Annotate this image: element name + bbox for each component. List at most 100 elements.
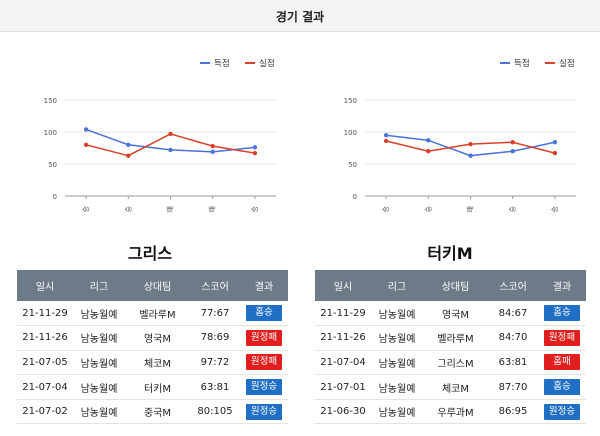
result-badge-loss: 원정패 bbox=[246, 329, 282, 346]
cell-league: 남농월예 bbox=[371, 399, 423, 425]
cell-league: 남농월예 bbox=[371, 374, 423, 400]
cell-date: 21-06-30 bbox=[315, 399, 371, 425]
cell-score: 78:69 bbox=[190, 325, 240, 351]
cell-opponent: 체코M bbox=[423, 374, 488, 400]
result-badge-loss: 홈패 bbox=[544, 354, 580, 371]
table-row: 21-07-01 남농월예 체코M 87:70 홈승 bbox=[315, 374, 586, 400]
x-tick-label: 승 bbox=[251, 205, 259, 212]
cell-opponent: 벨라루M bbox=[125, 301, 190, 327]
cell-score: 63:81 bbox=[488, 350, 538, 376]
y-tick-label: 150 bbox=[344, 97, 357, 105]
cell-date: 21-11-29 bbox=[17, 301, 73, 327]
cell-score: 77:67 bbox=[190, 301, 240, 327]
cell-date: 21-07-01 bbox=[315, 374, 371, 400]
data-point-scored bbox=[168, 147, 173, 153]
cell-date: 21-07-02 bbox=[17, 399, 73, 425]
cell-result: 홈승 bbox=[240, 301, 288, 327]
results-table-team-2: 일시 리그 상대팀 스코어 결과 21-11-29 남농월예 영국M 84:67 홈승 2… bbox=[315, 270, 586, 425]
data-point-conceded bbox=[83, 142, 89, 147]
column-header-score: 스코어 bbox=[488, 270, 538, 301]
cell-score: 97:72 bbox=[190, 350, 240, 376]
column-header-score: 스코어 bbox=[190, 270, 240, 301]
y-tick-label: 150 bbox=[44, 97, 57, 105]
column-header-result: 결과 bbox=[240, 270, 288, 301]
cell-result: 원정승 bbox=[240, 399, 288, 425]
result-badge-win: 홈승 bbox=[544, 379, 580, 396]
cell-result: 원정패 bbox=[240, 325, 288, 351]
cell-result: 홈승 bbox=[538, 301, 586, 327]
cell-opponent: 터키M bbox=[125, 374, 190, 400]
cell-opponent: 우루과M bbox=[423, 399, 488, 425]
line-chart-team-1: 0 50 100 150 승 승 패 패 승 득점 실점 bbox=[44, 58, 276, 212]
data-point-conceded bbox=[552, 150, 558, 156]
data-point-scored bbox=[510, 149, 515, 154]
y-tick-label: 50 bbox=[48, 161, 57, 169]
result-badge-win: 홈승 bbox=[544, 305, 580, 322]
result-badge-loss: 원정패 bbox=[246, 354, 282, 371]
table-row: 21-07-05 남농월예 체코M 97:72 원정패 bbox=[17, 350, 288, 376]
y-tick-label: 50 bbox=[348, 161, 357, 169]
results-table-team-1: 일시 리그 상대팀 스코어 결과 21-11-29 남농월예 벨라루M 77:67 홈승… bbox=[17, 270, 288, 425]
legend-label-conceded: 실점 bbox=[259, 58, 275, 69]
x-tick-label: 승 bbox=[124, 205, 132, 212]
y-tick-label: 0 bbox=[353, 193, 357, 201]
cell-result: 원정승 bbox=[240, 374, 288, 400]
result-badge-win: 원정승 bbox=[246, 379, 282, 396]
x-tick-label: 승 bbox=[382, 205, 390, 212]
cell-date: 21-11-29 bbox=[315, 301, 371, 327]
result-badge-loss: 원정패 bbox=[544, 329, 580, 346]
legend-label-scored: 득점 bbox=[214, 58, 230, 69]
table-row: 21-11-29 남농월예 영국M 84:67 홈승 bbox=[315, 301, 586, 327]
table-row: 21-11-29 남농월예 벨라루M 77:67 홈승 bbox=[17, 301, 288, 327]
x-tick-label: 승 bbox=[551, 205, 559, 212]
column-header-opponent: 상대팀 bbox=[125, 270, 190, 301]
cell-opponent: 벨라루M bbox=[423, 325, 488, 351]
cell-opponent: 영국M bbox=[423, 301, 488, 327]
series-line-conceded bbox=[85, 133, 256, 157]
cell-result: 홈패 bbox=[538, 350, 586, 376]
data-point-conceded bbox=[426, 149, 431, 154]
x-tick-label: 승 bbox=[82, 205, 90, 212]
cell-score: 86:95 bbox=[488, 399, 538, 425]
cell-result: 원정승 bbox=[538, 399, 586, 425]
cell-league: 남농월예 bbox=[73, 399, 125, 425]
cell-league: 남농월예 bbox=[73, 325, 125, 351]
data-point-scored bbox=[426, 138, 431, 143]
table-row: 21-11-26 남농월예 영국M 78:69 원정패 bbox=[17, 325, 288, 351]
cell-league: 남농월예 bbox=[73, 350, 125, 376]
cell-result: 홈승 bbox=[538, 374, 586, 400]
y-tick-label: 0 bbox=[53, 193, 57, 201]
data-point-conceded bbox=[126, 153, 131, 158]
table-row: 21-06-30 남농월예 우루과M 86:95 원정승 bbox=[315, 399, 586, 425]
team-name-2: 터키M bbox=[427, 244, 473, 263]
cell-league: 남농월예 bbox=[371, 301, 423, 327]
cell-league: 남농월예 bbox=[371, 350, 423, 376]
data-point-conceded bbox=[252, 150, 258, 156]
table-header-row: 일시 리그 상대팀 스코어 결과 bbox=[315, 270, 586, 301]
chart-team-2: 0 50 100 150 승 승 패 승 승 득점 실점 bbox=[300, 50, 600, 220]
table-row: 21-07-02 남농월예 중국M 80:105 원정승 bbox=[17, 399, 288, 425]
x-tick-label: 패 bbox=[466, 206, 475, 212]
x-tick-label: 패 bbox=[208, 206, 217, 212]
legend-label-conceded: 실점 bbox=[559, 58, 575, 69]
cell-league: 남농월예 bbox=[371, 325, 423, 351]
cell-date: 21-07-05 bbox=[17, 350, 73, 376]
chart-team-1: 0 50 100 150 승 승 패 패 승 득점 실점 bbox=[0, 50, 300, 220]
data-point-scored bbox=[83, 127, 89, 132]
cell-score: 84:67 bbox=[488, 301, 538, 327]
result-badge-win: 원정승 bbox=[544, 403, 580, 420]
column-header-date: 일시 bbox=[315, 270, 371, 301]
team-name-1: 그리스 bbox=[127, 244, 173, 263]
cell-date: 21-11-26 bbox=[315, 325, 371, 351]
cell-score: 63:81 bbox=[190, 374, 240, 400]
cell-result: 원정패 bbox=[240, 350, 288, 376]
cell-result: 원정패 bbox=[538, 325, 586, 351]
cell-score: 84:70 bbox=[488, 325, 538, 351]
page-title: 경기 결과 bbox=[275, 10, 325, 24]
table-header-row: 일시 리그 상대팀 스코어 결과 bbox=[17, 270, 288, 301]
cell-date: 21-07-04 bbox=[315, 350, 371, 376]
x-tick-label: 패 bbox=[166, 206, 175, 212]
column-header-league: 리그 bbox=[371, 270, 423, 301]
cell-opponent: 체코M bbox=[125, 350, 190, 376]
cell-score: 87:70 bbox=[488, 374, 538, 400]
